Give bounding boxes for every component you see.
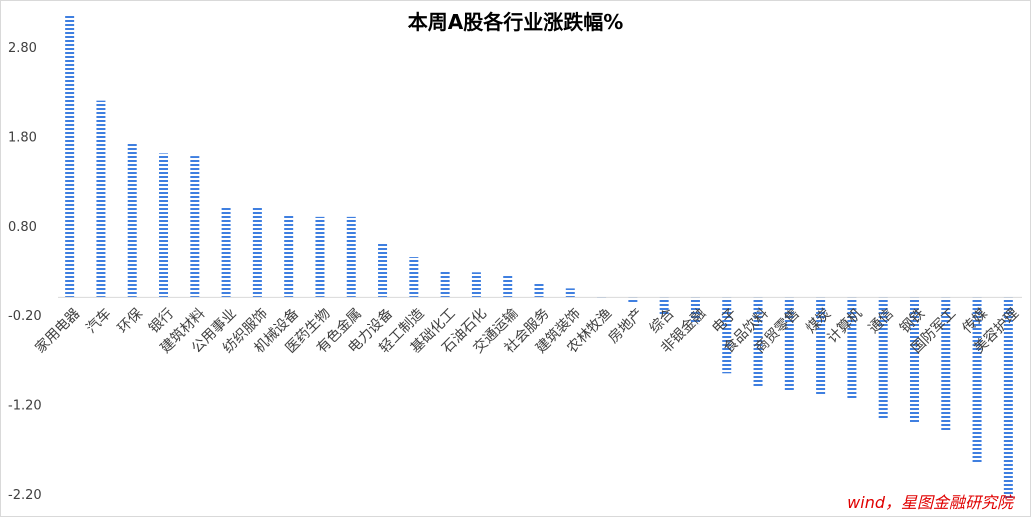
bar — [378, 243, 388, 298]
y-tick-label: -0.20 — [8, 309, 42, 324]
bar — [722, 297, 732, 374]
bar — [409, 257, 419, 298]
bar — [190, 156, 200, 298]
bar — [221, 207, 231, 298]
x-tick-label: 环保 — [115, 306, 146, 337]
bar — [96, 100, 106, 298]
bar — [847, 297, 857, 400]
bars — [65, 15, 1013, 499]
x-tick-label: 房地产 — [605, 306, 646, 347]
x-tick-label: 计算机 — [825, 306, 866, 347]
bar — [597, 297, 607, 299]
bar — [534, 283, 544, 298]
x-tick-label: 汽车 — [83, 305, 115, 337]
y-tick-label: 2.80 — [8, 41, 37, 56]
bar — [753, 297, 763, 387]
bar — [972, 297, 982, 463]
chart-title: 本周A股各行业涨跌幅% — [407, 10, 624, 34]
bar — [1003, 297, 1013, 499]
bar — [690, 297, 700, 325]
bar — [878, 297, 888, 419]
y-tick-label: -1.20 — [8, 399, 42, 414]
bar — [565, 288, 575, 298]
source-note: wind，星图金融研究院 — [847, 493, 1013, 512]
bar — [941, 297, 951, 432]
bar — [440, 270, 450, 298]
bar — [315, 216, 325, 298]
bar — [159, 153, 169, 298]
x-tick-label: 通信 — [866, 306, 897, 337]
bar — [816, 297, 826, 396]
bar — [659, 297, 669, 316]
y-tick-label: 1.80 — [8, 130, 37, 145]
bar — [503, 274, 513, 298]
y-tick-label: 0.80 — [8, 220, 37, 235]
y-tick-label: -2.20 — [8, 488, 42, 503]
bar — [628, 297, 638, 303]
bar — [284, 215, 294, 298]
x-axis-category-labels: 家用电器 汽车 环保 银行建筑材料公用事业纺织服饰机械设备医药生物有色金属电力设备轻工… — [32, 305, 1022, 357]
bar — [346, 216, 356, 298]
bar — [784, 297, 794, 392]
bar — [909, 297, 919, 424]
y-axis-ticks: 2.80 1.80 0.80 -0.20 -1.20 -2.20 — [8, 41, 42, 503]
bar — [65, 15, 75, 298]
bar — [127, 143, 137, 298]
bar — [252, 207, 262, 298]
bar — [471, 272, 481, 298]
